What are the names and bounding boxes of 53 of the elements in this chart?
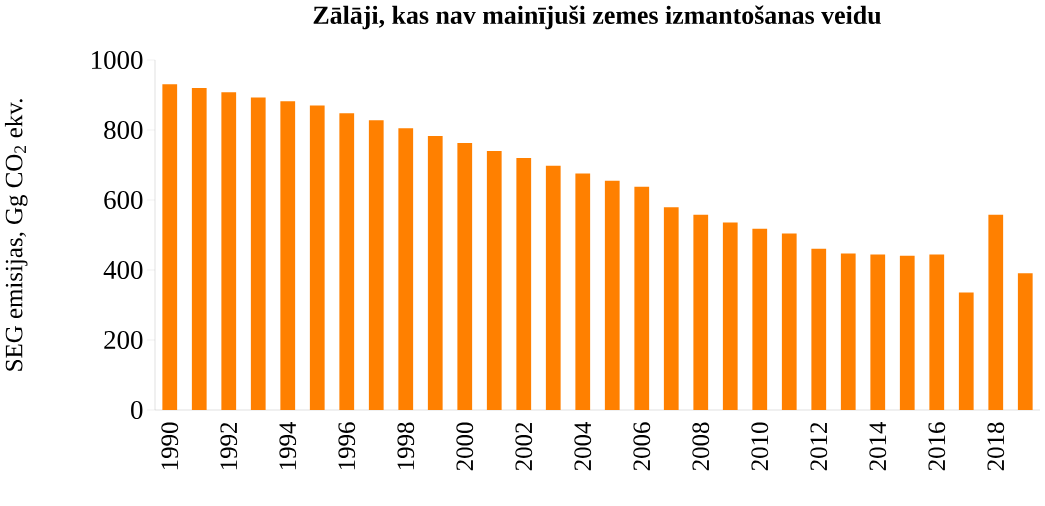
bar <box>811 248 827 410</box>
x-tick-label: 2006 <box>633 422 651 471</box>
bar <box>722 222 738 410</box>
bar <box>663 207 679 410</box>
x-tick-label: 1990 <box>161 422 179 470</box>
bar <box>191 88 207 410</box>
y-tick-label: 400 <box>103 260 143 280</box>
bar <box>309 105 325 410</box>
x-tick-label: 2004 <box>574 421 592 471</box>
x-tick-label: 1992 <box>220 422 238 470</box>
bar <box>516 158 532 410</box>
y-axis-title: SEG emisijas, Gg CO$_{2}$ ekv. <box>4 99 28 371</box>
bar <box>486 151 502 410</box>
bar <box>781 233 797 410</box>
bar <box>339 113 355 410</box>
bar <box>958 292 974 410</box>
bar <box>604 180 620 410</box>
bar <box>427 135 443 410</box>
bar <box>929 254 945 410</box>
bar <box>250 97 266 410</box>
x-tick-label: 2010 <box>751 422 769 471</box>
x-tick-label: 2012 <box>810 422 828 471</box>
bar <box>221 92 237 410</box>
x-tick-label: 2014 <box>869 421 887 471</box>
bar <box>457 142 473 410</box>
y-tick-label: 600 <box>104 190 143 210</box>
bar <box>840 253 856 410</box>
bar <box>398 128 414 410</box>
x-tick-label: 1994 <box>279 421 297 470</box>
y-tick-label: 200 <box>104 330 143 350</box>
x-tick-label: 1996 <box>338 422 356 470</box>
bar <box>575 173 591 410</box>
x-tick-label: 1998 <box>397 422 415 470</box>
y-tick-label: 0 <box>131 400 143 420</box>
y-tick-label: 800 <box>104 120 143 140</box>
bar <box>368 120 384 410</box>
x-tick-label: 2000 <box>456 422 474 471</box>
bar <box>988 214 1004 410</box>
x-tick-label: 2016 <box>928 422 946 471</box>
x-tick-label: 2018 <box>987 422 1005 471</box>
y-tick-label: 1000 <box>92 50 143 70</box>
chart-title: Zālāji, kas nav mainījuši zemes izmantošanas veidu <box>313 5 881 30</box>
x-tick-label: 2002 <box>515 422 533 471</box>
bar <box>162 84 178 410</box>
bar <box>693 214 709 410</box>
bar <box>280 101 296 410</box>
bar <box>634 186 650 410</box>
bar <box>545 165 561 410</box>
x-tick-label: 2008 <box>692 422 710 471</box>
bar <box>1017 273 1033 410</box>
bar <box>752 228 768 410</box>
bar <box>899 255 915 410</box>
bar <box>870 254 886 410</box>
